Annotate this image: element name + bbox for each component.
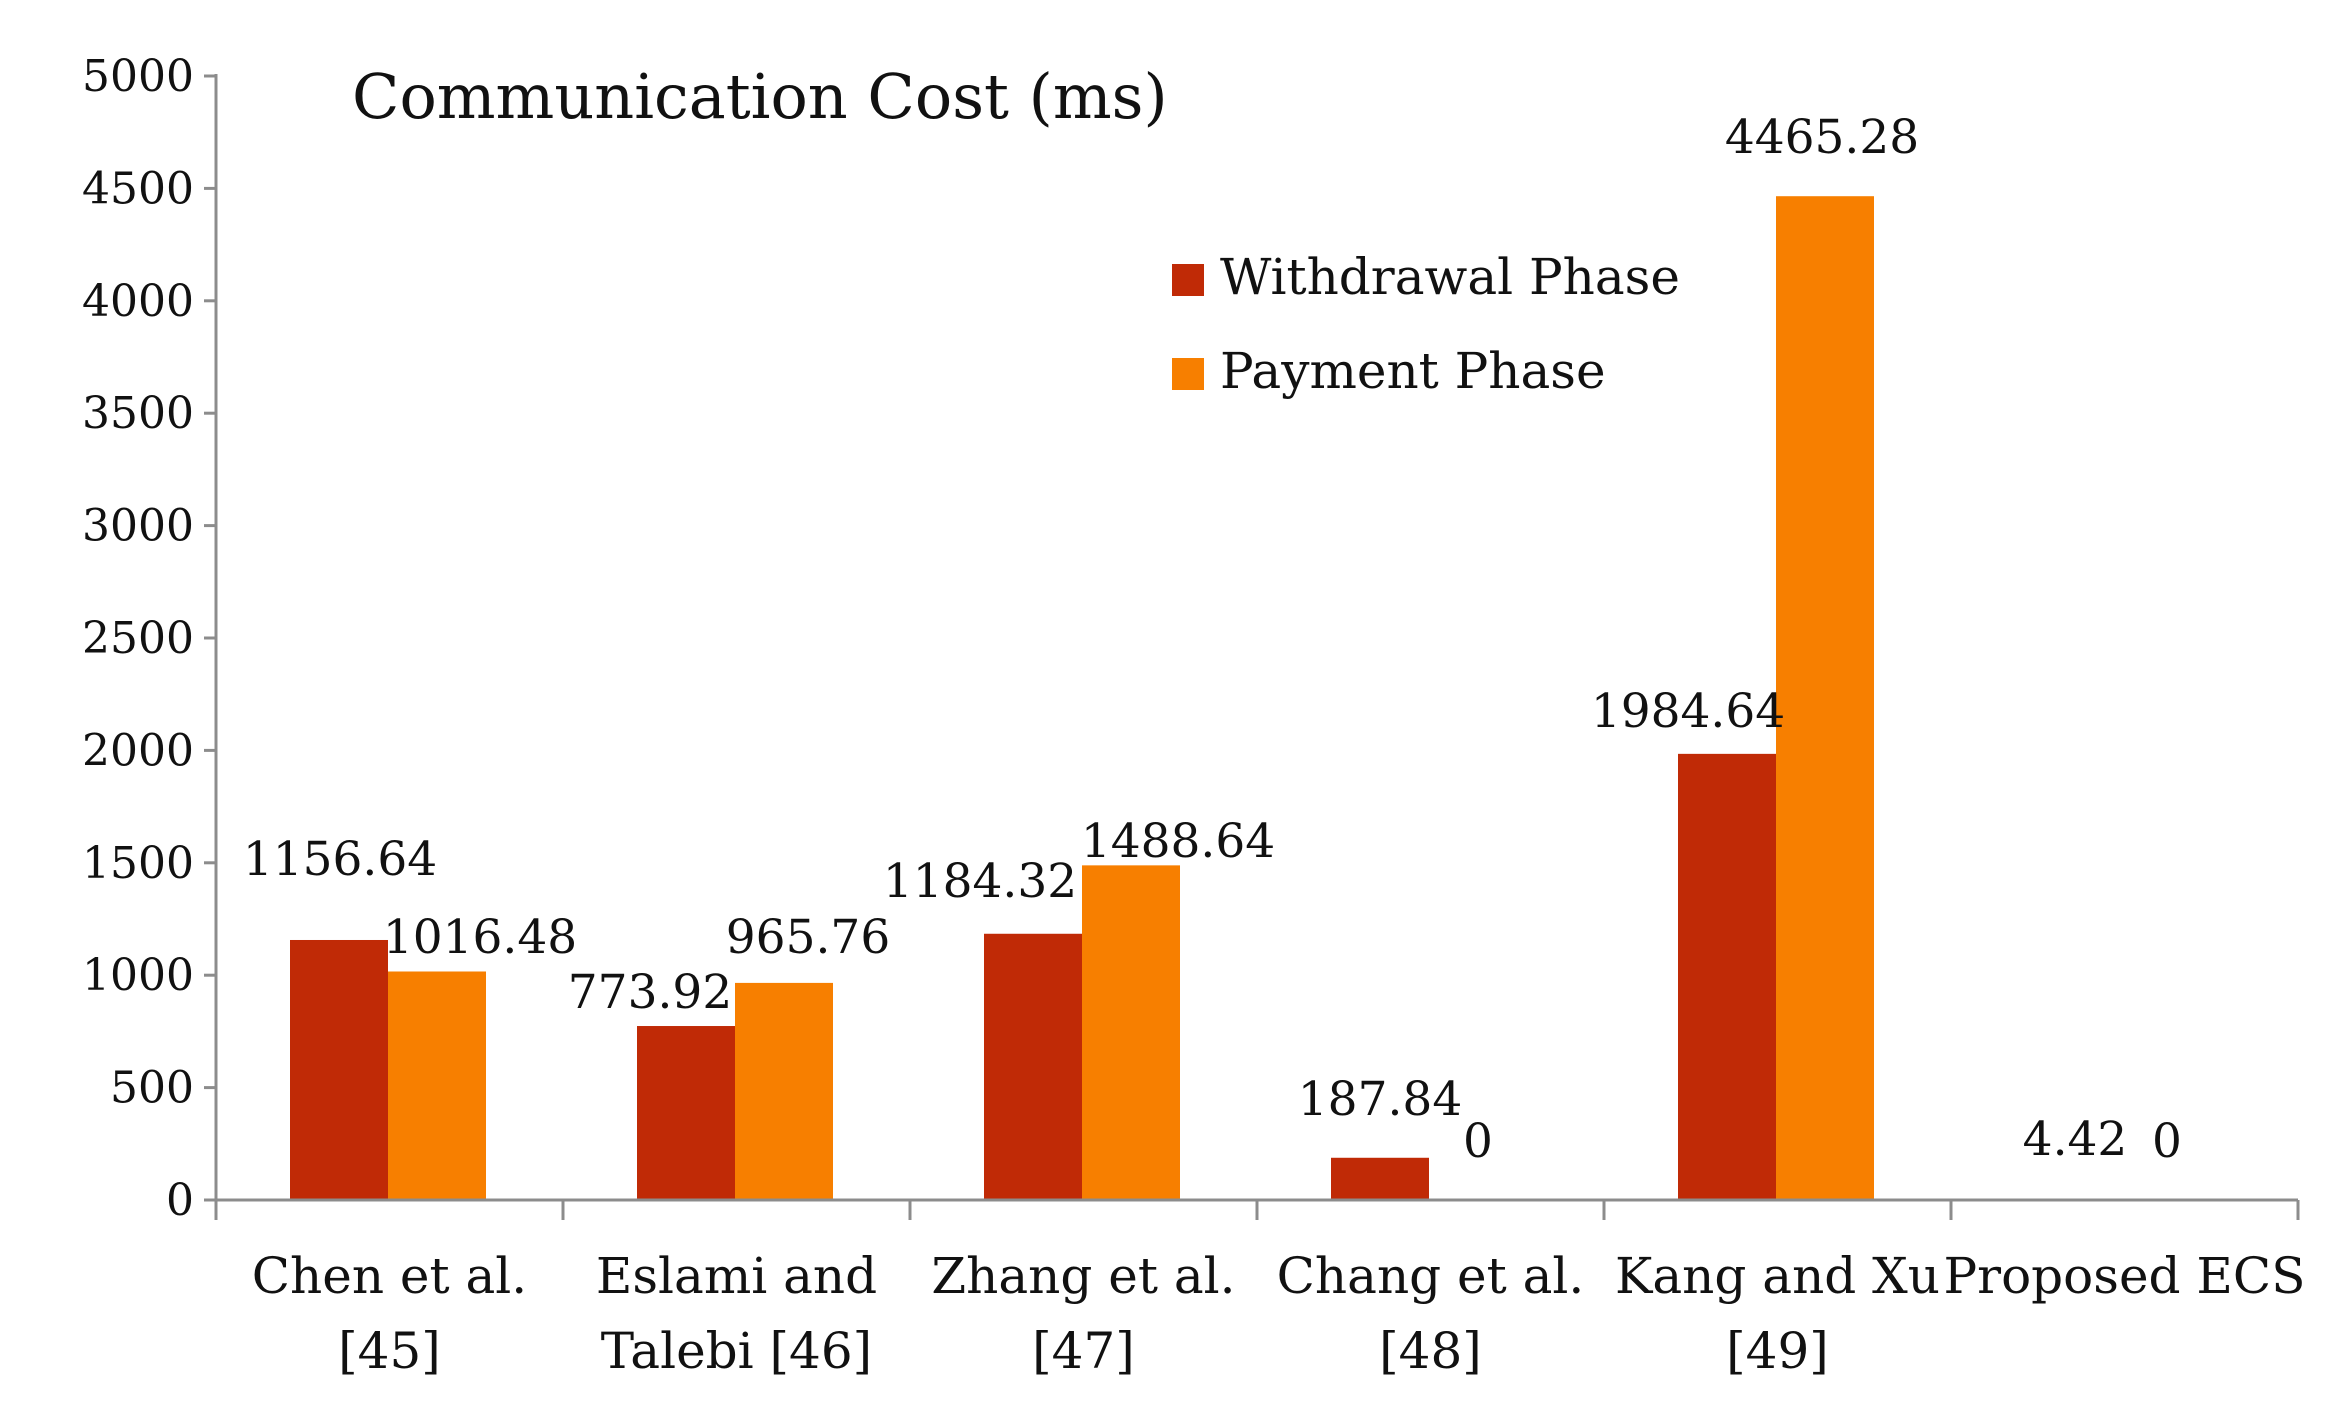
x-category-label-line: Chen et al.: [252, 1247, 527, 1305]
data-label-payment-phase: 0: [1463, 1114, 1493, 1169]
bar-withdrawal-phase-2: [984, 933, 1082, 1200]
y-tick-label: 1500: [82, 838, 194, 889]
x-category-label-line: [47]: [1032, 1322, 1135, 1380]
y-tick-label: 0: [166, 1175, 194, 1226]
bar-payment-phase-4: [1776, 196, 1874, 1200]
bar-withdrawal-phase-3: [1331, 1157, 1429, 1200]
y-tick-label: 3500: [82, 388, 194, 439]
data-label-withdrawal-phase: 4.42: [2023, 1112, 2128, 1167]
data-label-payment-phase: 4465.28: [1725, 110, 1919, 165]
y-tick-label: 1000: [82, 950, 194, 1001]
x-category-label-line: [49]: [1726, 1322, 1829, 1380]
x-category-label: Chang et al. [48]: [1277, 1247, 1585, 1380]
bar-payment-phase-0: [388, 971, 486, 1200]
text-layer: 0 500 1000 1500 2000 2500 3000 3500 4000 4500 5000…: [82, 51, 2305, 1380]
y-tick-label: 500: [110, 1063, 194, 1114]
data-label-withdrawal-phase: 773.92: [568, 965, 732, 1020]
data-label-payment-phase: 1016.48: [383, 910, 577, 965]
x-category-label-line: Proposed ECS: [1944, 1247, 2306, 1305]
data-label-withdrawal-phase: 1156.64: [243, 832, 437, 887]
y-tick-label: 2500: [82, 613, 194, 664]
legend-label-payment-phase: Payment Phase: [1220, 342, 1606, 400]
y-tick-label: 2000: [82, 725, 194, 776]
bars-layer: [290, 196, 2123, 1200]
x-category-label: Chen et al. [45]: [252, 1247, 527, 1380]
data-label-payment-phase: 965.76: [726, 910, 890, 965]
bar-payment-phase-1: [735, 982, 833, 1200]
bar-withdrawal-phase-1: [637, 1026, 735, 1200]
data-labels-layer: 1156.64 773.92 1184.32 187.84 1984.64 4.42 101…: [243, 110, 2182, 1169]
bar-withdrawal-phase-0: [290, 939, 388, 1200]
bar-withdrawal-phase-4: [1678, 753, 1776, 1200]
chart-title: Communication Cost (ms): [352, 60, 1168, 133]
x-category-label-line: Chang et al.: [1277, 1247, 1585, 1305]
x-category-label-line: [45]: [338, 1322, 441, 1380]
legend-label-withdrawal-phase: Withdrawal Phase: [1220, 248, 1680, 306]
x-category-label-line: Talebi [46]: [601, 1322, 872, 1380]
data-label-payment-phase: 0: [2152, 1114, 2182, 1169]
x-category-label: Eslami and Talebi [46]: [596, 1247, 877, 1380]
bar-payment-phase-2: [1082, 865, 1180, 1200]
data-label-payment-phase: 1488.64: [1081, 814, 1275, 869]
y-tick-label: 4500: [82, 163, 194, 214]
y-tick-label: 5000: [82, 51, 194, 102]
x-category-label: Proposed ECS: [1944, 1247, 2306, 1305]
x-category-label: Zhang et al. [47]: [931, 1247, 1235, 1380]
y-tick-label: 3000: [82, 501, 194, 552]
data-label-withdrawal-phase: 187.84: [1298, 1072, 1462, 1127]
legend-swatch-payment-phase: [1172, 358, 1204, 390]
x-category-label-line: Zhang et al.: [931, 1247, 1235, 1305]
y-tick-label: 4000: [82, 276, 194, 327]
x-category-label-line: [48]: [1379, 1322, 1482, 1380]
x-category-label-line: Kang and Xu: [1615, 1247, 1940, 1305]
data-label-withdrawal-phase: 1984.64: [1591, 684, 1785, 739]
x-category-label: Kang and Xu [49]: [1615, 1247, 1940, 1380]
legend-swatch-withdrawal-phase: [1172, 264, 1204, 296]
data-label-withdrawal-phase: 1184.32: [883, 854, 1077, 909]
axes-layer: [204, 74, 2300, 1220]
x-category-label-line: Eslami and: [596, 1247, 877, 1305]
